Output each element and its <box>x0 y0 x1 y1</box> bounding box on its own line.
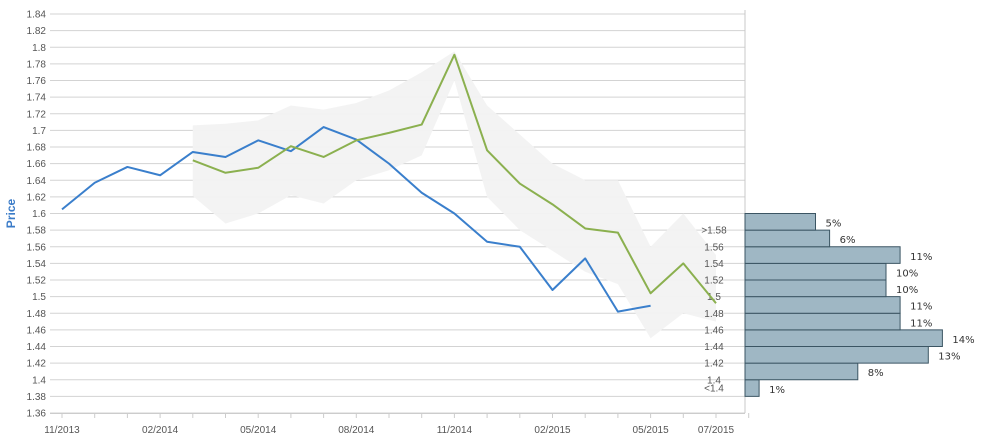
distribution-bar <box>744 346 929 364</box>
distribution-bar <box>744 329 943 347</box>
x-tick-label: 05/2015 <box>633 425 670 436</box>
distribution-category-label: 1.56 <box>704 242 724 253</box>
distribution-label: 10% <box>896 268 918 279</box>
y-tick-label: 1.78 <box>27 59 47 70</box>
y-tick-label: 1.5 <box>32 292 46 303</box>
y-tick-label: 1.52 <box>27 276 47 287</box>
distribution-label: 13% <box>938 352 960 363</box>
y-tick-label: 1.84 <box>27 10 47 21</box>
x-tick-label: 11/2013 <box>44 425 80 436</box>
y-axis-label: Price <box>4 198 18 228</box>
y-tick-label: 1.76 <box>27 76 47 87</box>
distribution-category-label: 1.54 <box>704 259 724 270</box>
y-tick-label: 1.42 <box>27 359 47 370</box>
distribution-category-label: 1.52 <box>704 276 724 287</box>
distribution-category-label: 1.42 <box>704 359 724 370</box>
x-tick-label: 07/2015 <box>698 425 735 436</box>
y-tick-label: 1.72 <box>27 109 47 120</box>
forecast-band <box>192 51 717 339</box>
distribution-category-label: <1.4 <box>704 384 724 395</box>
y-tick-label: 1.68 <box>27 143 47 154</box>
y-tick-label: 1.44 <box>27 342 47 353</box>
y-tick-label: 1.36 <box>27 409 47 420</box>
distribution-bar <box>744 229 831 248</box>
distribution-bar <box>744 279 887 298</box>
distribution-label: 11% <box>910 318 932 329</box>
distribution-label: 14% <box>952 335 974 346</box>
distribution-bar <box>744 246 901 264</box>
y-tick-label: 1.74 <box>27 93 47 104</box>
distribution-category-label: 1.44 <box>704 342 724 353</box>
forecast-price-line <box>192 53 717 304</box>
distribution-label: 8% <box>868 368 884 379</box>
distribution-category-label: 1.48 <box>704 309 724 320</box>
distribution-category-label: 1.4 <box>707 375 721 386</box>
distribution-label: 5% <box>826 219 842 230</box>
y-tick-label: 1.62 <box>27 192 47 203</box>
distribution-label: 6% <box>840 235 856 246</box>
y-tick-label: 1.48 <box>27 309 47 320</box>
y-tick-label: 1.8 <box>32 43 46 54</box>
distribution-bar <box>744 379 760 397</box>
y-tick-label: 1.82 <box>27 26 47 37</box>
distribution-bar <box>744 362 859 381</box>
distribution-label: 11% <box>910 302 932 313</box>
x-tick-label: 08/2014 <box>338 425 375 436</box>
y-tick-label: 1.56 <box>27 242 47 253</box>
distribution-category-label: 1.5 <box>707 292 721 303</box>
y-tick-label: 1.38 <box>27 392 47 403</box>
distribution-label: 10% <box>896 285 918 296</box>
distribution-label: 11% <box>910 252 932 263</box>
distribution-category-label: >1.58 <box>701 226 727 237</box>
x-tick-label: 02/2014 <box>142 425 179 436</box>
y-tick-label: 1.66 <box>27 159 47 170</box>
y-tick-label: 1.6 <box>32 209 46 220</box>
distribution-bar <box>744 312 901 331</box>
x-tick-label: 02/2015 <box>534 425 571 436</box>
distribution-category-label: 1.46 <box>704 325 724 336</box>
distribution-bar <box>744 262 887 281</box>
distribution-bar <box>744 213 816 231</box>
x-tick-label: 11/2014 <box>437 425 473 436</box>
y-tick-label: 1.54 <box>27 259 47 270</box>
y-tick-label: 1.64 <box>27 176 47 187</box>
x-tick-label: 05/2014 <box>240 425 277 436</box>
distribution-label: 1% <box>769 385 785 396</box>
y-tick-label: 1.7 <box>32 126 46 137</box>
y-tick-label: 1.58 <box>27 226 47 237</box>
y-tick-label: 1.46 <box>27 325 47 336</box>
y-tick-label: 1.4 <box>32 375 46 386</box>
distribution-bar <box>744 296 901 314</box>
